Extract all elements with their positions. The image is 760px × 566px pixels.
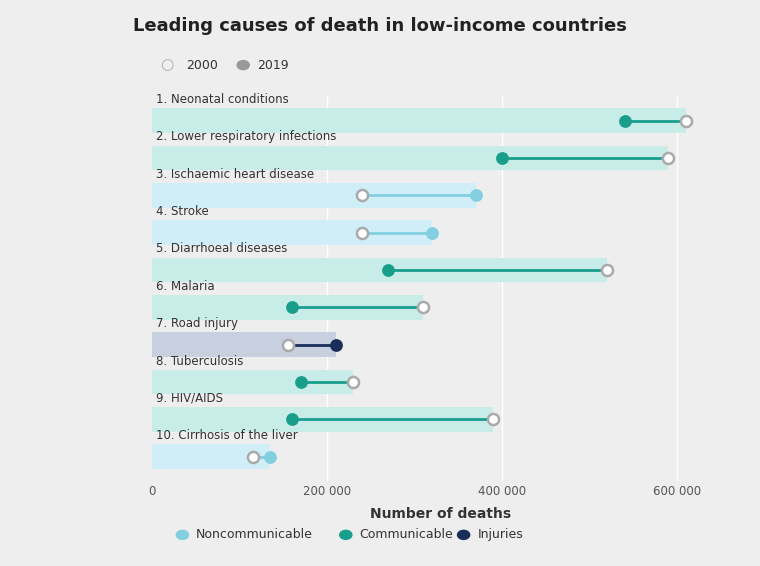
Text: 7. Road injury: 7. Road injury: [157, 317, 239, 330]
Bar: [152, 183, 476, 208]
Bar: [152, 295, 423, 320]
Text: Communicable: Communicable: [359, 529, 453, 541]
Text: Injuries: Injuries: [477, 529, 523, 541]
Text: ○: ○: [160, 58, 174, 72]
Text: 10. Cirrhosis of the liver: 10. Cirrhosis of the liver: [157, 429, 298, 442]
Bar: [152, 220, 432, 245]
Text: 3. Ischaemic heart disease: 3. Ischaemic heart disease: [157, 168, 315, 181]
Bar: [152, 332, 336, 357]
Text: 2000: 2000: [186, 59, 218, 71]
Text: Noncommunicable: Noncommunicable: [196, 529, 313, 541]
Bar: [152, 108, 686, 133]
X-axis label: Number of deaths: Number of deaths: [370, 507, 511, 521]
Text: 6. Malaria: 6. Malaria: [157, 280, 215, 293]
Text: 5. Diarrhoeal diseases: 5. Diarrhoeal diseases: [157, 242, 288, 255]
Text: 9. HIV/AIDS: 9. HIV/AIDS: [157, 392, 223, 405]
Bar: [152, 258, 607, 282]
Text: Leading causes of death in low-income countries: Leading causes of death in low-income co…: [133, 17, 627, 35]
Text: 2. Lower respiratory infections: 2. Lower respiratory infections: [157, 130, 337, 143]
Text: 8. Tuberculosis: 8. Tuberculosis: [157, 354, 244, 367]
Text: 1. Neonatal conditions: 1. Neonatal conditions: [157, 93, 289, 106]
Text: 4. Stroke: 4. Stroke: [157, 205, 209, 218]
Text: 2019: 2019: [257, 59, 289, 71]
Bar: [152, 444, 270, 469]
Bar: [152, 370, 353, 395]
Bar: [152, 407, 493, 432]
Bar: [152, 145, 668, 170]
